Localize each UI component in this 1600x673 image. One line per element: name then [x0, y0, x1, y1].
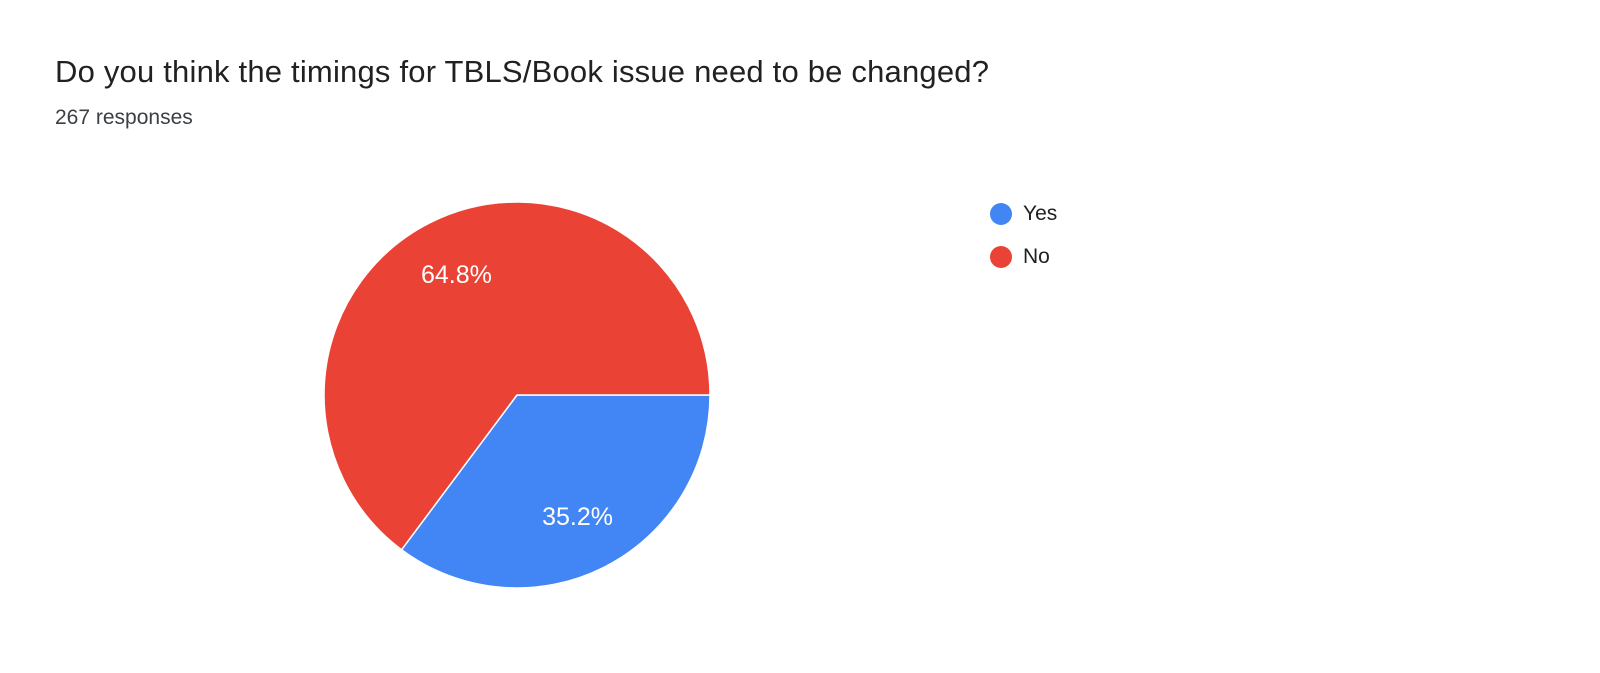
pie-chart-svg: 35.2% 64.8%: [323, 201, 711, 589]
legend: Yes No: [990, 202, 1057, 269]
legend-item-no: No: [990, 245, 1057, 269]
responses-count: 267 responses: [55, 106, 193, 129]
pie-slice-no[interactable]: [323, 201, 711, 551]
question-title: Do you think the timings for TBLS/Book i…: [55, 54, 990, 89]
legend-item-yes: Yes: [990, 202, 1057, 226]
pie-chart: 35.2% 64.8%: [322, 200, 712, 590]
legend-color-dot: [990, 203, 1012, 225]
pie-slice-yes[interactable]: [400, 394, 711, 589]
pie-slice-percentage-label: 64.8%: [421, 261, 492, 289]
legend-label: Yes: [1023, 202, 1058, 225]
legend-color-dot: [990, 246, 1012, 268]
pie-slice-percentage-label: 35.2%: [542, 503, 613, 531]
legend-label: No: [1023, 245, 1050, 268]
